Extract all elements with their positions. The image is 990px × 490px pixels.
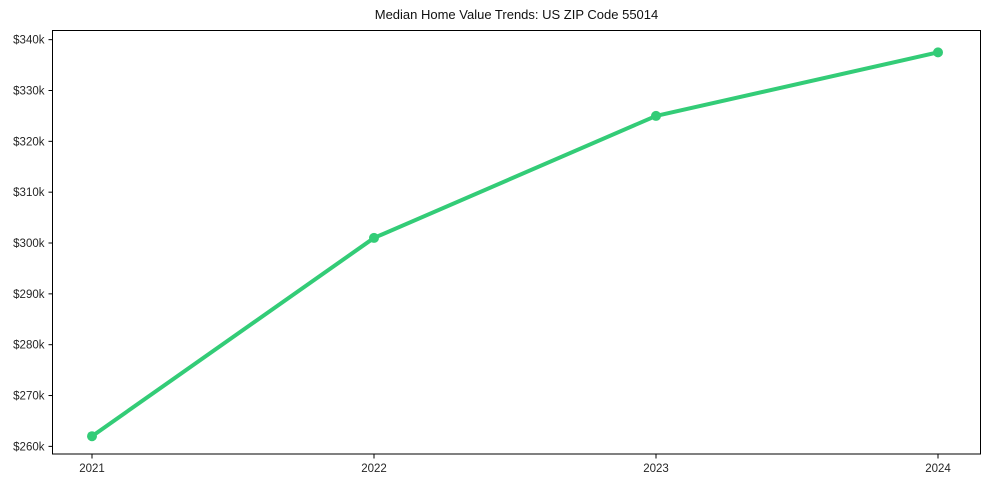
x-axis-tick-label: 2024 (925, 463, 951, 475)
data-point (369, 232, 379, 243)
y-axis-tick-label: $290k (13, 289, 45, 301)
x-axis-tick-label: 2022 (361, 463, 387, 475)
y-axis-tick-label: $300k (13, 238, 45, 250)
y-axis-tick-label: $340k (13, 35, 45, 47)
chart-title: Median Home Value Trends: US ZIP Code 55… (374, 7, 659, 22)
data-point (933, 47, 943, 58)
x-axis-tick-label: 2021 (79, 463, 105, 475)
x-axis-tick-label: 2023 (643, 463, 669, 475)
plot-border (52, 30, 981, 455)
y-axis-tick-label: $330k (13, 85, 45, 97)
data-point (651, 110, 661, 121)
trend-line (90, 50, 940, 439)
y-axis-tick-label: $260k (13, 441, 45, 453)
y-axis-tick-label: $310k (13, 187, 45, 199)
y-axis-tick-label: $320k (13, 136, 45, 148)
data-point (87, 431, 97, 442)
y-axis-tick-label: $280k (13, 340, 45, 352)
y-axis-tick-label: $270k (13, 391, 45, 403)
